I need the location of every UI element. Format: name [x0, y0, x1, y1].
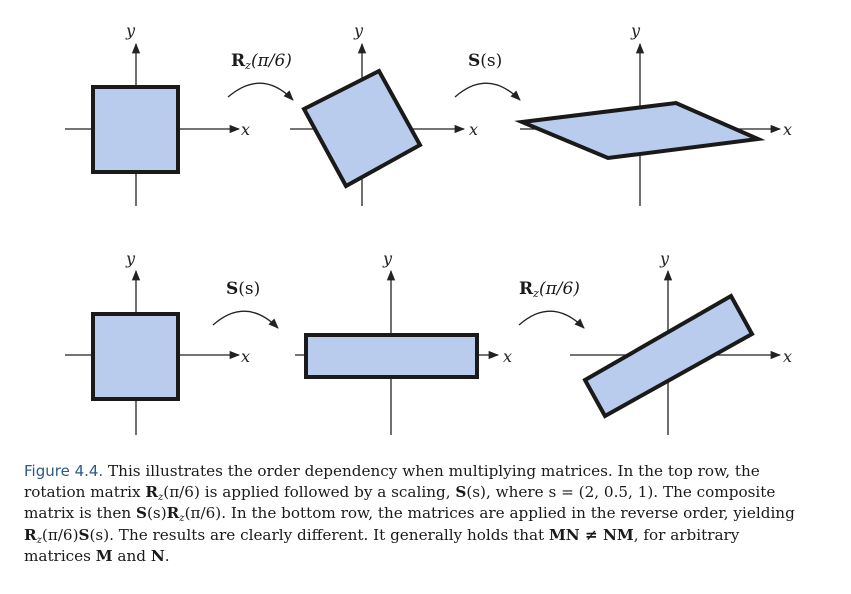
figure-caption: Figure 4.4. This illustrates the order d… [24, 461, 836, 567]
caption-text: This illustrates the order dependency wh… [103, 462, 760, 480]
math-symbol: S [78, 525, 90, 544]
math-argument: (π/6) [41, 525, 79, 544]
caption-line-4: Rz(π/6)S(s). The results are clearly dif… [24, 525, 836, 546]
x-axis-label: x [469, 120, 478, 139]
transform-arrow-rotation-bottom: Rz(π/6) [518, 279, 585, 329]
math-symbol: N [150, 546, 165, 565]
y-axis-label: y [382, 249, 393, 268]
x-axis-label: x [241, 120, 250, 139]
math-symbol: R [166, 504, 180, 523]
y-axis-label: y [659, 249, 670, 268]
caption-line-1: Figure 4.4. This illustrates the order d… [24, 461, 836, 482]
rotation-operator-label: Rz(π/6) [519, 279, 580, 300]
caption-text: . In the bottom row, the matrices are ap… [221, 504, 795, 523]
math-subscript: z [179, 513, 185, 525]
panel-top-rotated: x y [290, 21, 478, 206]
caption-text: is applied followed by a scaling, [199, 483, 456, 502]
caption-text: rotation matrix [24, 483, 146, 502]
rotated-square-shape [301, 68, 423, 189]
panel-top-original: x y [65, 21, 250, 206]
math-symbol: S [136, 504, 147, 523]
caption-text: and [112, 546, 151, 565]
y-axis-label: y [125, 249, 136, 268]
x-axis-label: x [783, 120, 792, 139]
math-symbol: M [95, 546, 113, 565]
scaling-operator-label: S(s) [226, 279, 260, 299]
caption-text: , for arbitrary [633, 525, 740, 544]
scaling-operator-label: S(s) [468, 51, 502, 71]
panel-bottom-original: x y [65, 249, 250, 435]
figure-illustration: x y Rz(π/6) x y S(s) x y x y S(s) [65, 21, 792, 435]
math-argument: (π/6) [163, 483, 200, 502]
panel-bottom-scaled-rotated: x y [570, 249, 792, 435]
math-symbol: S [455, 483, 467, 502]
caption-line-5: matrices M and N. [24, 546, 836, 567]
x-axis-label: x [783, 347, 792, 366]
math-symbol: R [24, 525, 37, 544]
math-argument: (s) [147, 504, 167, 523]
y-axis-label: y [630, 21, 641, 40]
square-shape [91, 312, 180, 401]
rectangle-shape [304, 333, 479, 379]
y-axis-label: y [125, 21, 136, 40]
caption-text: matrix is then [24, 504, 137, 523]
math-argument: (s) [89, 525, 110, 544]
x-axis-label: x [241, 347, 250, 366]
transform-arrow-rotation-top: Rz(π/6) [227, 51, 294, 101]
panel-top-rotated-scaled: x y [514, 21, 792, 206]
square-shape [91, 85, 180, 174]
math-symbol: R [145, 483, 158, 502]
math-subscript: z [157, 492, 164, 504]
caption-line-2: rotation matrix Rz(π/6) is applied follo… [24, 482, 836, 503]
caption-text: . [164, 546, 170, 565]
math-argument: (s) [466, 483, 486, 502]
math-inequality: MN ≠ NM [549, 525, 634, 544]
math-argument: (π/6) [184, 504, 222, 523]
figure-label: Figure 4.4. [24, 462, 104, 480]
panel-bottom-scaled: x y [295, 249, 512, 435]
caption-text: matrices [24, 546, 96, 565]
caption-text: , where s = (2, 0.5, 1). The composite [485, 483, 776, 502]
transform-arrow-scaling-bottom: S(s) [212, 279, 279, 329]
rotated-rectangle-shape [582, 293, 755, 419]
caption-text: . The results are clearly different. It … [109, 525, 549, 544]
transform-arrow-scaling-top: S(s) [454, 51, 521, 101]
parallelogram-shape [514, 100, 766, 161]
y-axis-label: y [353, 21, 364, 40]
rotation-operator-label: Rz(π/6) [231, 51, 292, 72]
x-axis-label: x [503, 347, 512, 366]
math-subscript: z [36, 534, 42, 546]
caption-line-3: matrix is then S(s)Rz(π/6). In the botto… [24, 503, 836, 524]
